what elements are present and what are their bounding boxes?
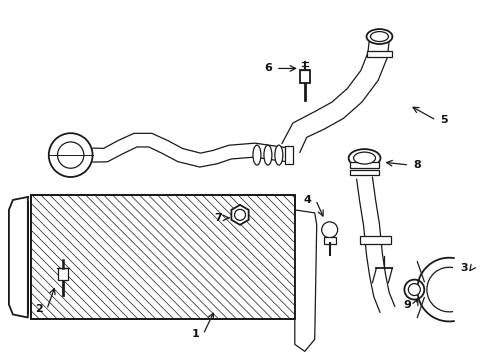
Bar xyxy=(359,236,390,244)
Text: 1: 1 xyxy=(191,329,199,339)
Bar xyxy=(299,71,309,84)
Circle shape xyxy=(404,280,424,300)
Bar xyxy=(31,195,294,319)
Circle shape xyxy=(58,142,83,168)
Circle shape xyxy=(234,210,245,220)
Bar xyxy=(366,50,392,58)
Text: 6: 6 xyxy=(264,63,271,73)
Bar xyxy=(323,237,335,244)
Text: 2: 2 xyxy=(35,305,42,315)
Text: 7: 7 xyxy=(214,213,222,223)
Polygon shape xyxy=(356,177,394,312)
Polygon shape xyxy=(9,197,28,318)
Bar xyxy=(31,195,294,319)
Circle shape xyxy=(407,284,420,296)
Ellipse shape xyxy=(366,29,392,44)
Circle shape xyxy=(321,222,337,238)
Polygon shape xyxy=(282,37,388,153)
Circle shape xyxy=(49,133,92,177)
Text: 3: 3 xyxy=(459,263,467,273)
Ellipse shape xyxy=(264,145,271,165)
Ellipse shape xyxy=(274,145,282,165)
Text: 9: 9 xyxy=(403,300,410,310)
Ellipse shape xyxy=(348,149,380,167)
Polygon shape xyxy=(92,133,290,167)
Bar xyxy=(58,268,67,280)
Text: 5: 5 xyxy=(440,115,447,125)
Text: 8: 8 xyxy=(413,160,420,170)
Ellipse shape xyxy=(353,152,375,164)
Text: 4: 4 xyxy=(303,195,311,205)
Ellipse shape xyxy=(252,145,261,165)
Polygon shape xyxy=(294,210,316,351)
Ellipse shape xyxy=(370,32,387,41)
Bar xyxy=(349,170,379,175)
Bar xyxy=(349,162,379,168)
Bar xyxy=(285,146,292,164)
